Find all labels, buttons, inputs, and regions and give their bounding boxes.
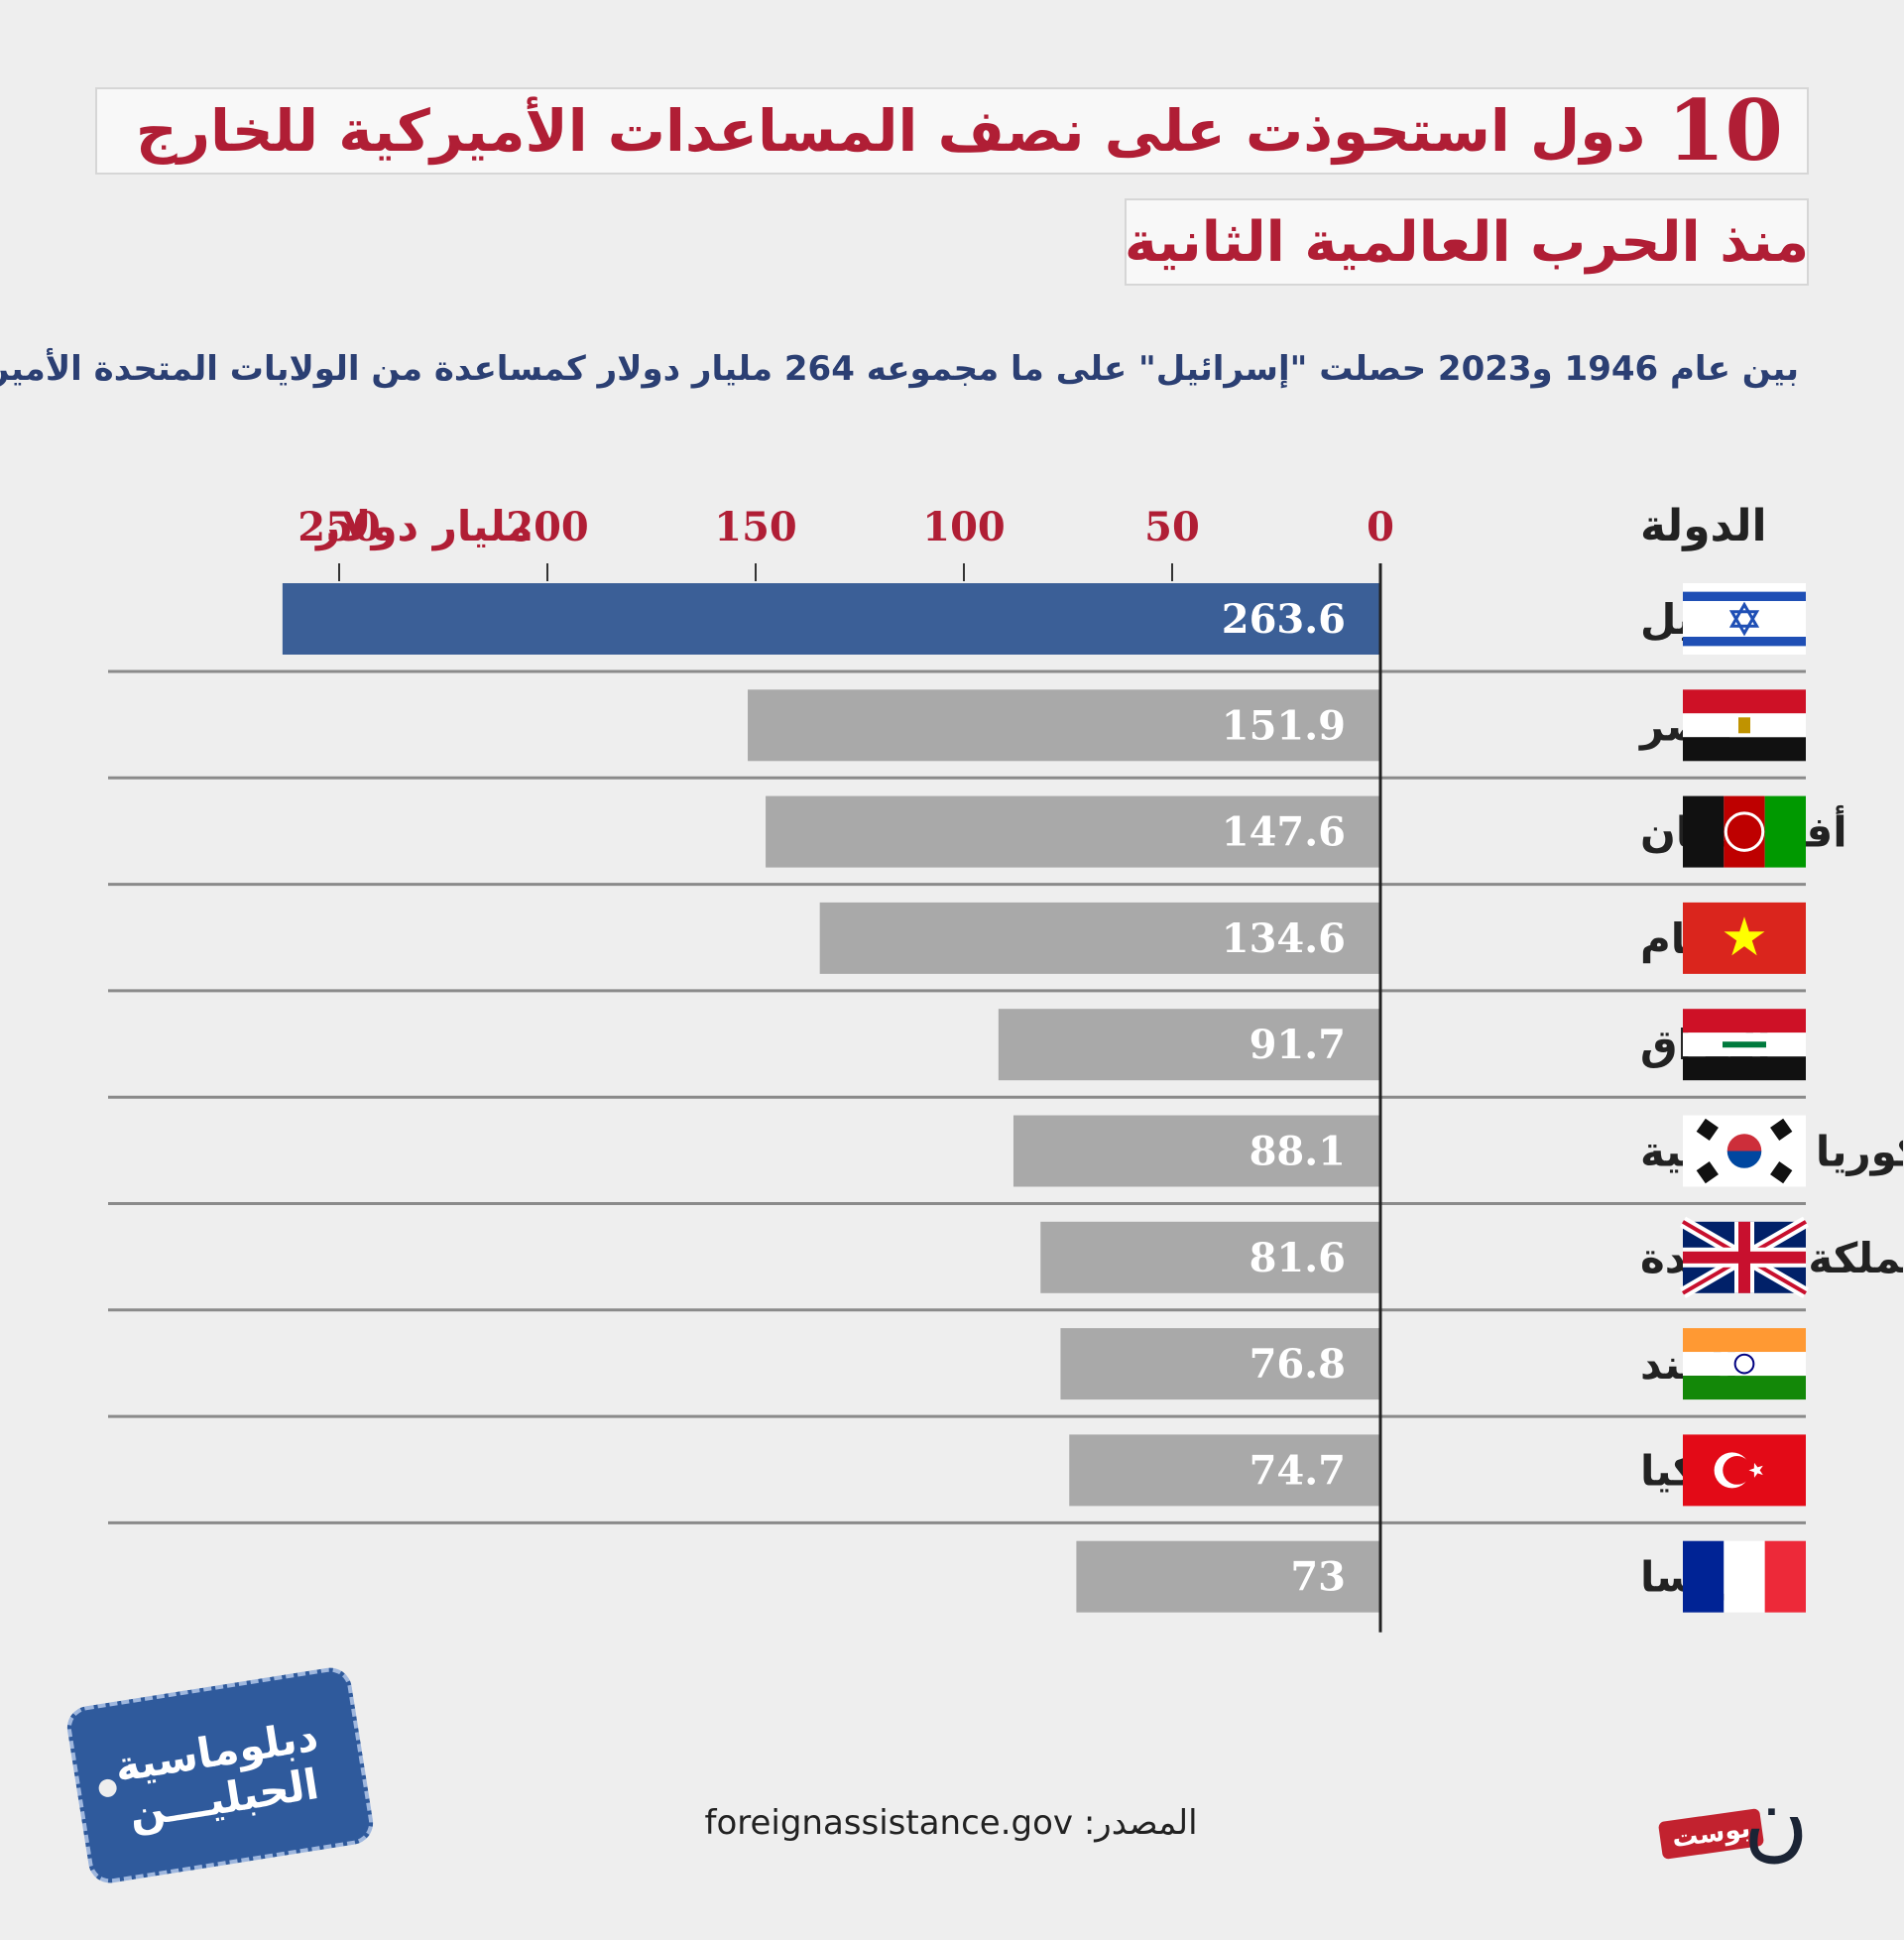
subtitle-box: منذ الحرب العالمية الثانية — [1126, 198, 1810, 286]
bar — [749, 689, 1381, 762]
flag-stripe — [1684, 1540, 1726, 1613]
star-of-david-icon — [1729, 610, 1761, 637]
unit-label: مليار دولار — [315, 502, 534, 551]
egypt-flag — [1684, 689, 1807, 762]
data-label: 74.7 — [1250, 1447, 1347, 1494]
flag-stripe — [1765, 1540, 1807, 1613]
category-header: الدولة — [1641, 501, 1768, 551]
tick-label: 250 — [298, 504, 382, 550]
trigram-icon — [1697, 1160, 1720, 1184]
trigram-icon — [1697, 1118, 1720, 1142]
flag-stripe — [1684, 1056, 1807, 1081]
brand-logo: بوست ن — [1658, 1767, 1810, 1884]
flag-stripe — [1725, 795, 1766, 868]
tick-label: 150 — [715, 504, 798, 550]
title-box: 10 دول استحوذت على نصف المساعدات الأميرك… — [96, 87, 1810, 175]
crescent-icon — [1724, 1456, 1753, 1485]
flag-stripe — [1684, 1328, 1807, 1353]
chakra-icon — [1734, 1353, 1756, 1375]
data-label: 76.8 — [1250, 1341, 1347, 1388]
star-icon — [1725, 916, 1766, 956]
india-flag — [1684, 1328, 1807, 1400]
vietnam-flag — [1684, 902, 1807, 974]
bar — [1070, 1434, 1381, 1507]
flag-stripe — [1684, 1009, 1807, 1033]
taegeuk-icon — [1727, 1134, 1763, 1152]
flag-stripe — [1684, 689, 1807, 714]
flag-stripe — [1684, 1352, 1807, 1377]
star-icon — [1749, 1462, 1764, 1478]
flag-stripe — [1684, 737, 1807, 762]
flag-stripe — [1684, 637, 1807, 647]
intro-text: بين عام 1946 و2023 حصلت "إسرائيل" على ما… — [0, 349, 1800, 389]
source-url: foreignassistance.gov — [705, 1803, 1075, 1843]
bar — [1041, 1221, 1381, 1293]
data-label: 263.6 — [1223, 596, 1347, 643]
data-label: 134.6 — [1223, 915, 1347, 962]
title-number: 10 — [1668, 81, 1784, 180]
page-subtitle: منذ الحرب العالمية الثانية — [1125, 209, 1811, 275]
star-of-david-icon — [1729, 601, 1761, 628]
flag-stripe — [1684, 795, 1726, 868]
flag-stripe — [1765, 795, 1807, 868]
trigram-icon — [1771, 1160, 1794, 1184]
data-label: 151.9 — [1223, 702, 1347, 749]
uk-flag — [1680, 1216, 1811, 1298]
bar — [999, 1009, 1381, 1081]
tick-label: 0 — [1368, 504, 1395, 550]
trigram-icon — [1771, 1118, 1794, 1142]
data-label: 88.1 — [1250, 1129, 1347, 1175]
emblem-icon — [1725, 811, 1766, 852]
bar — [283, 583, 1381, 655]
turkey-flag — [1684, 1434, 1807, 1507]
israel-flag — [1684, 583, 1807, 655]
page-title: دول استحوذت على نصف المساعدات الأميركية … — [136, 97, 1647, 165]
tick-label: 200 — [507, 504, 590, 550]
data-label: 91.7 — [1250, 1022, 1347, 1068]
eagle-emblem-icon — [1739, 717, 1751, 734]
flag-stripe — [1684, 1376, 1807, 1400]
source-label: المصدر: — [1084, 1803, 1199, 1843]
data-label: 147.6 — [1223, 809, 1347, 856]
flag-stripe — [1725, 1540, 1766, 1613]
bar — [820, 902, 1381, 974]
taegeuk-icon — [1727, 1151, 1763, 1168]
bar — [767, 795, 1381, 868]
bar — [1077, 1540, 1381, 1613]
afghanistan-flag — [1684, 795, 1807, 868]
bar — [1061, 1328, 1381, 1400]
cross-icon — [1684, 1251, 1807, 1264]
takbir-script-icon — [1724, 1041, 1767, 1048]
brand-mark: ن — [1743, 1767, 1810, 1872]
tag-hole — [98, 1777, 119, 1799]
iraq-flag — [1684, 1009, 1807, 1081]
flag-stripe — [1684, 591, 1807, 601]
source-note: المصدر: foreignassistance.gov — [694, 1803, 1210, 1843]
data-label: 73 — [1291, 1554, 1347, 1601]
tick-label: 50 — [1145, 504, 1201, 550]
south-korea-flag — [1684, 1115, 1807, 1187]
france-flag — [1684, 1540, 1807, 1613]
tick-label: 100 — [923, 504, 1007, 550]
data-label: 81.6 — [1250, 1235, 1347, 1281]
bar — [1013, 1115, 1381, 1187]
